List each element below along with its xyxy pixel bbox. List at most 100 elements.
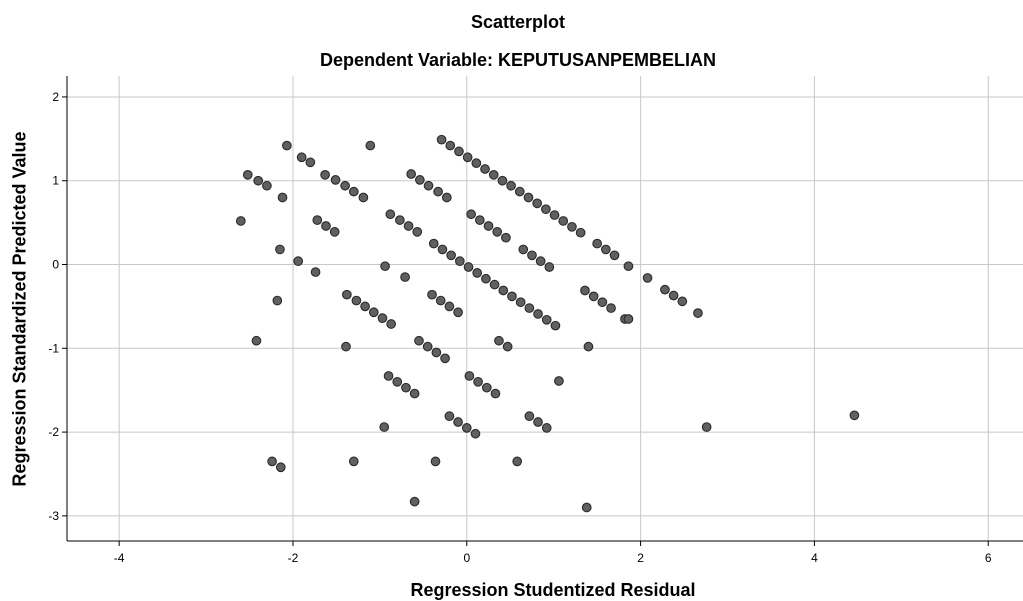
scatter-point — [427, 289, 437, 300]
scatter-point — [514, 186, 525, 197]
scatter-point — [321, 221, 331, 231]
chart-subtitle: Dependent Variable: KEPUTUSANPEMBELIAN — [319, 50, 717, 70]
scatter-point — [701, 422, 712, 432]
scatter-point — [445, 140, 456, 151]
scatter-point — [348, 186, 359, 197]
scatter-point — [462, 152, 473, 163]
scatter-point — [592, 238, 602, 249]
scatter-point — [623, 261, 634, 272]
chart-title: Scatterplot — [470, 12, 566, 32]
scatter-point — [401, 382, 411, 393]
scatter-point — [340, 180, 350, 191]
scatter-point — [441, 192, 452, 203]
scatter-point — [515, 297, 526, 308]
scatter-point — [380, 261, 390, 272]
scatter-point — [544, 262, 555, 272]
scatter-point — [412, 226, 423, 237]
scatter-point — [693, 308, 703, 318]
scatter-point — [385, 209, 396, 220]
scatter-point — [588, 291, 599, 302]
scatter-point — [379, 422, 390, 432]
scatter-point — [454, 146, 464, 157]
y-tick-label: 2 — [52, 90, 59, 104]
scatter-point — [267, 456, 277, 467]
scatter-point — [235, 216, 246, 226]
scatter-point — [489, 279, 500, 290]
scatter-point — [549, 210, 560, 220]
scatter-point — [473, 376, 483, 387]
scatter-point — [492, 226, 503, 237]
scatter-point — [481, 382, 492, 393]
scatter-point — [293, 256, 304, 267]
scatter-point — [392, 376, 403, 387]
scatter-point — [296, 152, 307, 163]
scatter-point — [453, 417, 463, 427]
scatter-point — [444, 411, 455, 422]
scatter-point — [403, 221, 414, 231]
scatter-point — [430, 456, 441, 467]
scatter-point — [365, 140, 376, 151]
x-tick-label: -4 — [114, 551, 125, 565]
scatter-point — [400, 272, 410, 282]
scatter-point — [524, 411, 535, 422]
scatter-point — [502, 341, 513, 352]
scatter-point — [440, 353, 450, 364]
scatter-point — [533, 417, 543, 427]
scatter-point — [253, 175, 264, 186]
scatter-point — [446, 250, 456, 261]
scatter-point — [272, 295, 283, 306]
scatter-point — [358, 192, 369, 203]
x-tick-label: 0 — [463, 551, 470, 565]
scatter-point — [533, 309, 543, 319]
scatter-point — [472, 268, 483, 278]
scatter-point — [435, 295, 446, 306]
scatter-point — [433, 186, 443, 197]
scatter-point — [668, 290, 679, 301]
scatter-point — [518, 244, 529, 255]
scatter-point — [437, 244, 448, 255]
scatter-point — [480, 164, 490, 174]
scatter-point — [383, 371, 394, 381]
scatter-point — [523, 192, 534, 203]
scatter-point — [524, 303, 535, 313]
scatter-point — [377, 313, 388, 323]
scatter-point — [463, 262, 474, 272]
scatter-point — [550, 320, 561, 331]
scatter-point — [428, 238, 439, 249]
x-tick-label: -2 — [288, 551, 299, 565]
scatter-point — [466, 209, 476, 220]
scatter-point — [581, 502, 592, 513]
scatter-point — [583, 341, 594, 352]
scatter-point — [277, 192, 288, 203]
scatter-point — [606, 303, 616, 313]
scatter-point — [527, 250, 537, 261]
scatter-point — [541, 314, 552, 325]
scatter-point — [453, 307, 463, 318]
y-tick-label: -3 — [48, 509, 59, 523]
scatter-point — [414, 335, 424, 346]
x-tick-label: 2 — [637, 551, 644, 565]
scatter-point — [677, 296, 688, 307]
scatter-point — [512, 456, 523, 467]
scatter-point — [310, 267, 321, 277]
y-tick-label: 0 — [52, 258, 59, 272]
scatter-point — [368, 307, 379, 318]
scatter-point — [541, 204, 551, 215]
scatter-point — [275, 462, 286, 473]
y-tick-label: -2 — [48, 425, 59, 439]
scatter-point — [849, 410, 860, 421]
scatter-point — [341, 341, 351, 352]
x-tick-label: 4 — [811, 551, 818, 565]
scatter-point — [575, 227, 586, 238]
scatter-point — [470, 428, 481, 439]
scatter-point — [609, 250, 620, 261]
scatter-point — [506, 180, 516, 191]
scatter-point — [348, 456, 359, 467]
scatter-point — [436, 134, 447, 145]
scatter-point — [422, 341, 433, 352]
scatter-point — [329, 226, 340, 237]
scatter-point — [444, 301, 455, 312]
scatter-point — [474, 215, 485, 225]
